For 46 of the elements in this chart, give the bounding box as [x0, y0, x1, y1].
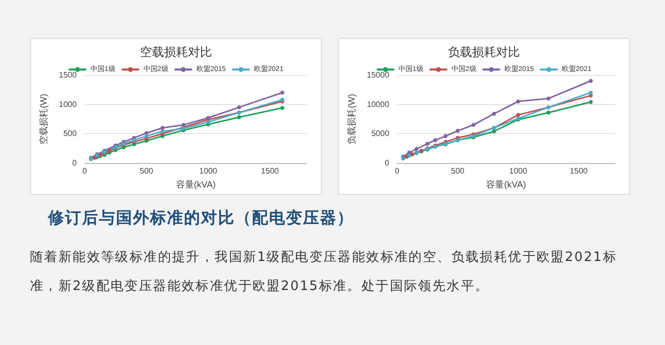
y-axis-title: 空载损耗(W): [38, 94, 48, 144]
x-axis-title: 容量(kVA): [176, 180, 216, 190]
y-tick-label: 5000: [371, 129, 390, 138]
x-tick-label: 0: [394, 166, 400, 176]
point: [516, 99, 520, 104]
point: [546, 110, 550, 115]
y-tick-label: 15000: [366, 70, 390, 80]
point: [492, 112, 496, 116]
y-tick-label: 0: [72, 158, 78, 168]
point: [182, 122, 186, 127]
x-tick-label: 1500: [261, 166, 280, 176]
point: [280, 106, 284, 110]
y-tick-label: 0: [384, 158, 390, 168]
chart-title: 空载损耗对比: [140, 45, 212, 59]
point: [444, 134, 448, 138]
point: [160, 126, 165, 130]
point: [456, 128, 460, 133]
y-axis-title: 负载损耗(W): [346, 94, 356, 144]
x-tick-label: 1000: [509, 166, 528, 176]
point: [425, 142, 430, 146]
x-tick-label: 500: [450, 166, 465, 176]
x-axis-title: 容量(kVA): [486, 180, 526, 190]
y-tick-label: 10000: [366, 100, 390, 109]
point: [237, 115, 242, 120]
x-tick-label: 1000: [199, 166, 218, 176]
y-tick-label: 500: [63, 129, 78, 138]
chart-title: 负载损耗对比: [448, 45, 520, 59]
point: [280, 90, 284, 95]
point: [588, 90, 593, 95]
text: 修订后与国外标准的对比（配电变压器）: [48, 208, 355, 229]
y-tick-label: 1000: [58, 100, 78, 109]
point: [237, 105, 242, 110]
x-tick-label: 500: [140, 166, 154, 176]
point: [588, 78, 593, 83]
point: [516, 112, 520, 117]
point: [546, 96, 550, 100]
point: [414, 147, 419, 152]
x-tick-label: 0: [82, 166, 88, 176]
y-tick-label: 1500: [58, 70, 78, 80]
point: [588, 100, 593, 104]
point: [492, 129, 496, 134]
point: [433, 138, 438, 142]
text: 随着新能效等级标准的提升，我国新1级配电变压器能效标准的空、负载损耗优于欧盟2021标准，新2级配电变压器能效标准优于欧盟2015标准。处于国际领先水平。: [30, 249, 618, 296]
point: [160, 129, 165, 134]
x-tick-label: 1500: [570, 166, 588, 176]
point: [471, 122, 476, 127]
